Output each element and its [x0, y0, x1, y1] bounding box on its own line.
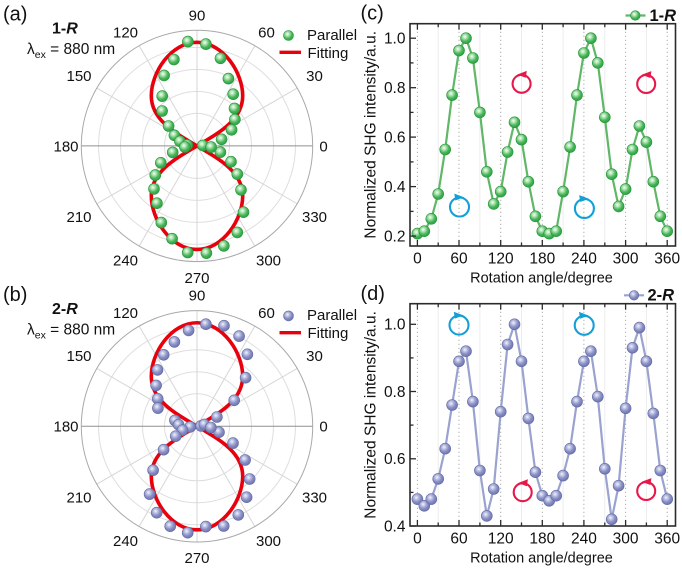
- svg-text:120: 120: [113, 25, 138, 42]
- svg-text:2-R: 2-R: [52, 301, 78, 318]
- svg-text:0.4: 0.4: [384, 179, 406, 196]
- svg-text:30: 30: [306, 348, 323, 365]
- svg-text:270: 270: [184, 270, 209, 287]
- svg-text:300: 300: [613, 531, 639, 548]
- svg-text:1.0: 1.0: [384, 31, 406, 48]
- svg-text:1.0: 1.0: [384, 317, 406, 334]
- svg-text:0.8: 0.8: [384, 384, 406, 401]
- svg-text:Normalized SHG intensity/a.u.: Normalized SHG intensity/a.u.: [363, 31, 380, 239]
- svg-text:150: 150: [66, 68, 91, 85]
- svg-text:120: 120: [488, 251, 514, 268]
- svg-text:300: 300: [256, 253, 281, 270]
- svg-text:60: 60: [450, 531, 468, 548]
- svg-text:Rotation angle/degree: Rotation angle/degree: [470, 271, 613, 287]
- svg-text:(a): (a): [3, 4, 27, 26]
- svg-text:240: 240: [113, 533, 138, 550]
- svg-text:0.2: 0.2: [384, 228, 406, 245]
- svg-text:0.6: 0.6: [384, 129, 406, 146]
- svg-text:Parallel: Parallel: [307, 307, 357, 324]
- svg-text:0: 0: [319, 138, 327, 155]
- svg-text:Fitting: Fitting: [308, 45, 349, 62]
- svg-text:300: 300: [256, 533, 281, 550]
- svg-text:(b): (b): [3, 284, 27, 306]
- svg-text:λex = 880 nm: λex = 880 nm: [27, 321, 115, 341]
- svg-text:240: 240: [113, 253, 138, 270]
- svg-text:360: 360: [654, 531, 680, 548]
- svg-text:2-R: 2-R: [648, 287, 675, 305]
- svg-text:180: 180: [529, 531, 555, 548]
- svg-text:300: 300: [613, 251, 639, 268]
- svg-text:0.6: 0.6: [384, 451, 406, 468]
- svg-text:(d): (d): [361, 283, 385, 305]
- svg-text:120: 120: [113, 305, 138, 322]
- svg-text:180: 180: [529, 251, 555, 268]
- svg-text:240: 240: [571, 251, 597, 268]
- svg-text:(c): (c): [361, 3, 384, 25]
- svg-text:330: 330: [302, 490, 327, 507]
- svg-text:λex = 880 nm: λex = 880 nm: [27, 41, 115, 61]
- svg-text:90: 90: [189, 7, 206, 24]
- svg-text:0: 0: [413, 251, 422, 268]
- svg-text:150: 150: [66, 348, 91, 365]
- svg-text:240: 240: [571, 531, 597, 548]
- svg-text:210: 210: [66, 490, 91, 507]
- svg-text:180: 180: [53, 419, 78, 436]
- svg-text:360: 360: [654, 251, 680, 268]
- svg-text:0: 0: [413, 531, 422, 548]
- svg-text:60: 60: [450, 251, 468, 268]
- svg-text:Fitting: Fitting: [308, 325, 349, 342]
- svg-text:180: 180: [53, 138, 78, 155]
- svg-text:210: 210: [66, 209, 91, 226]
- svg-text:60: 60: [258, 25, 275, 42]
- svg-text:30: 30: [306, 68, 323, 85]
- svg-text:90: 90: [189, 288, 206, 305]
- svg-text:Rotation angle/degree: Rotation angle/degree: [470, 551, 613, 567]
- svg-text:270: 270: [184, 550, 209, 567]
- svg-text:60: 60: [258, 305, 275, 322]
- svg-text:120: 120: [488, 531, 514, 548]
- svg-text:0.4: 0.4: [384, 518, 406, 535]
- svg-text:0.8: 0.8: [384, 80, 406, 97]
- svg-text:330: 330: [302, 209, 327, 226]
- svg-text:Normalized SHG intensity/a.u.: Normalized SHG intensity/a.u.: [363, 311, 380, 519]
- svg-text:0: 0: [319, 419, 327, 436]
- svg-text:1-R: 1-R: [650, 7, 677, 25]
- svg-text:Parallel: Parallel: [307, 27, 357, 44]
- svg-text:1-R: 1-R: [52, 21, 78, 38]
